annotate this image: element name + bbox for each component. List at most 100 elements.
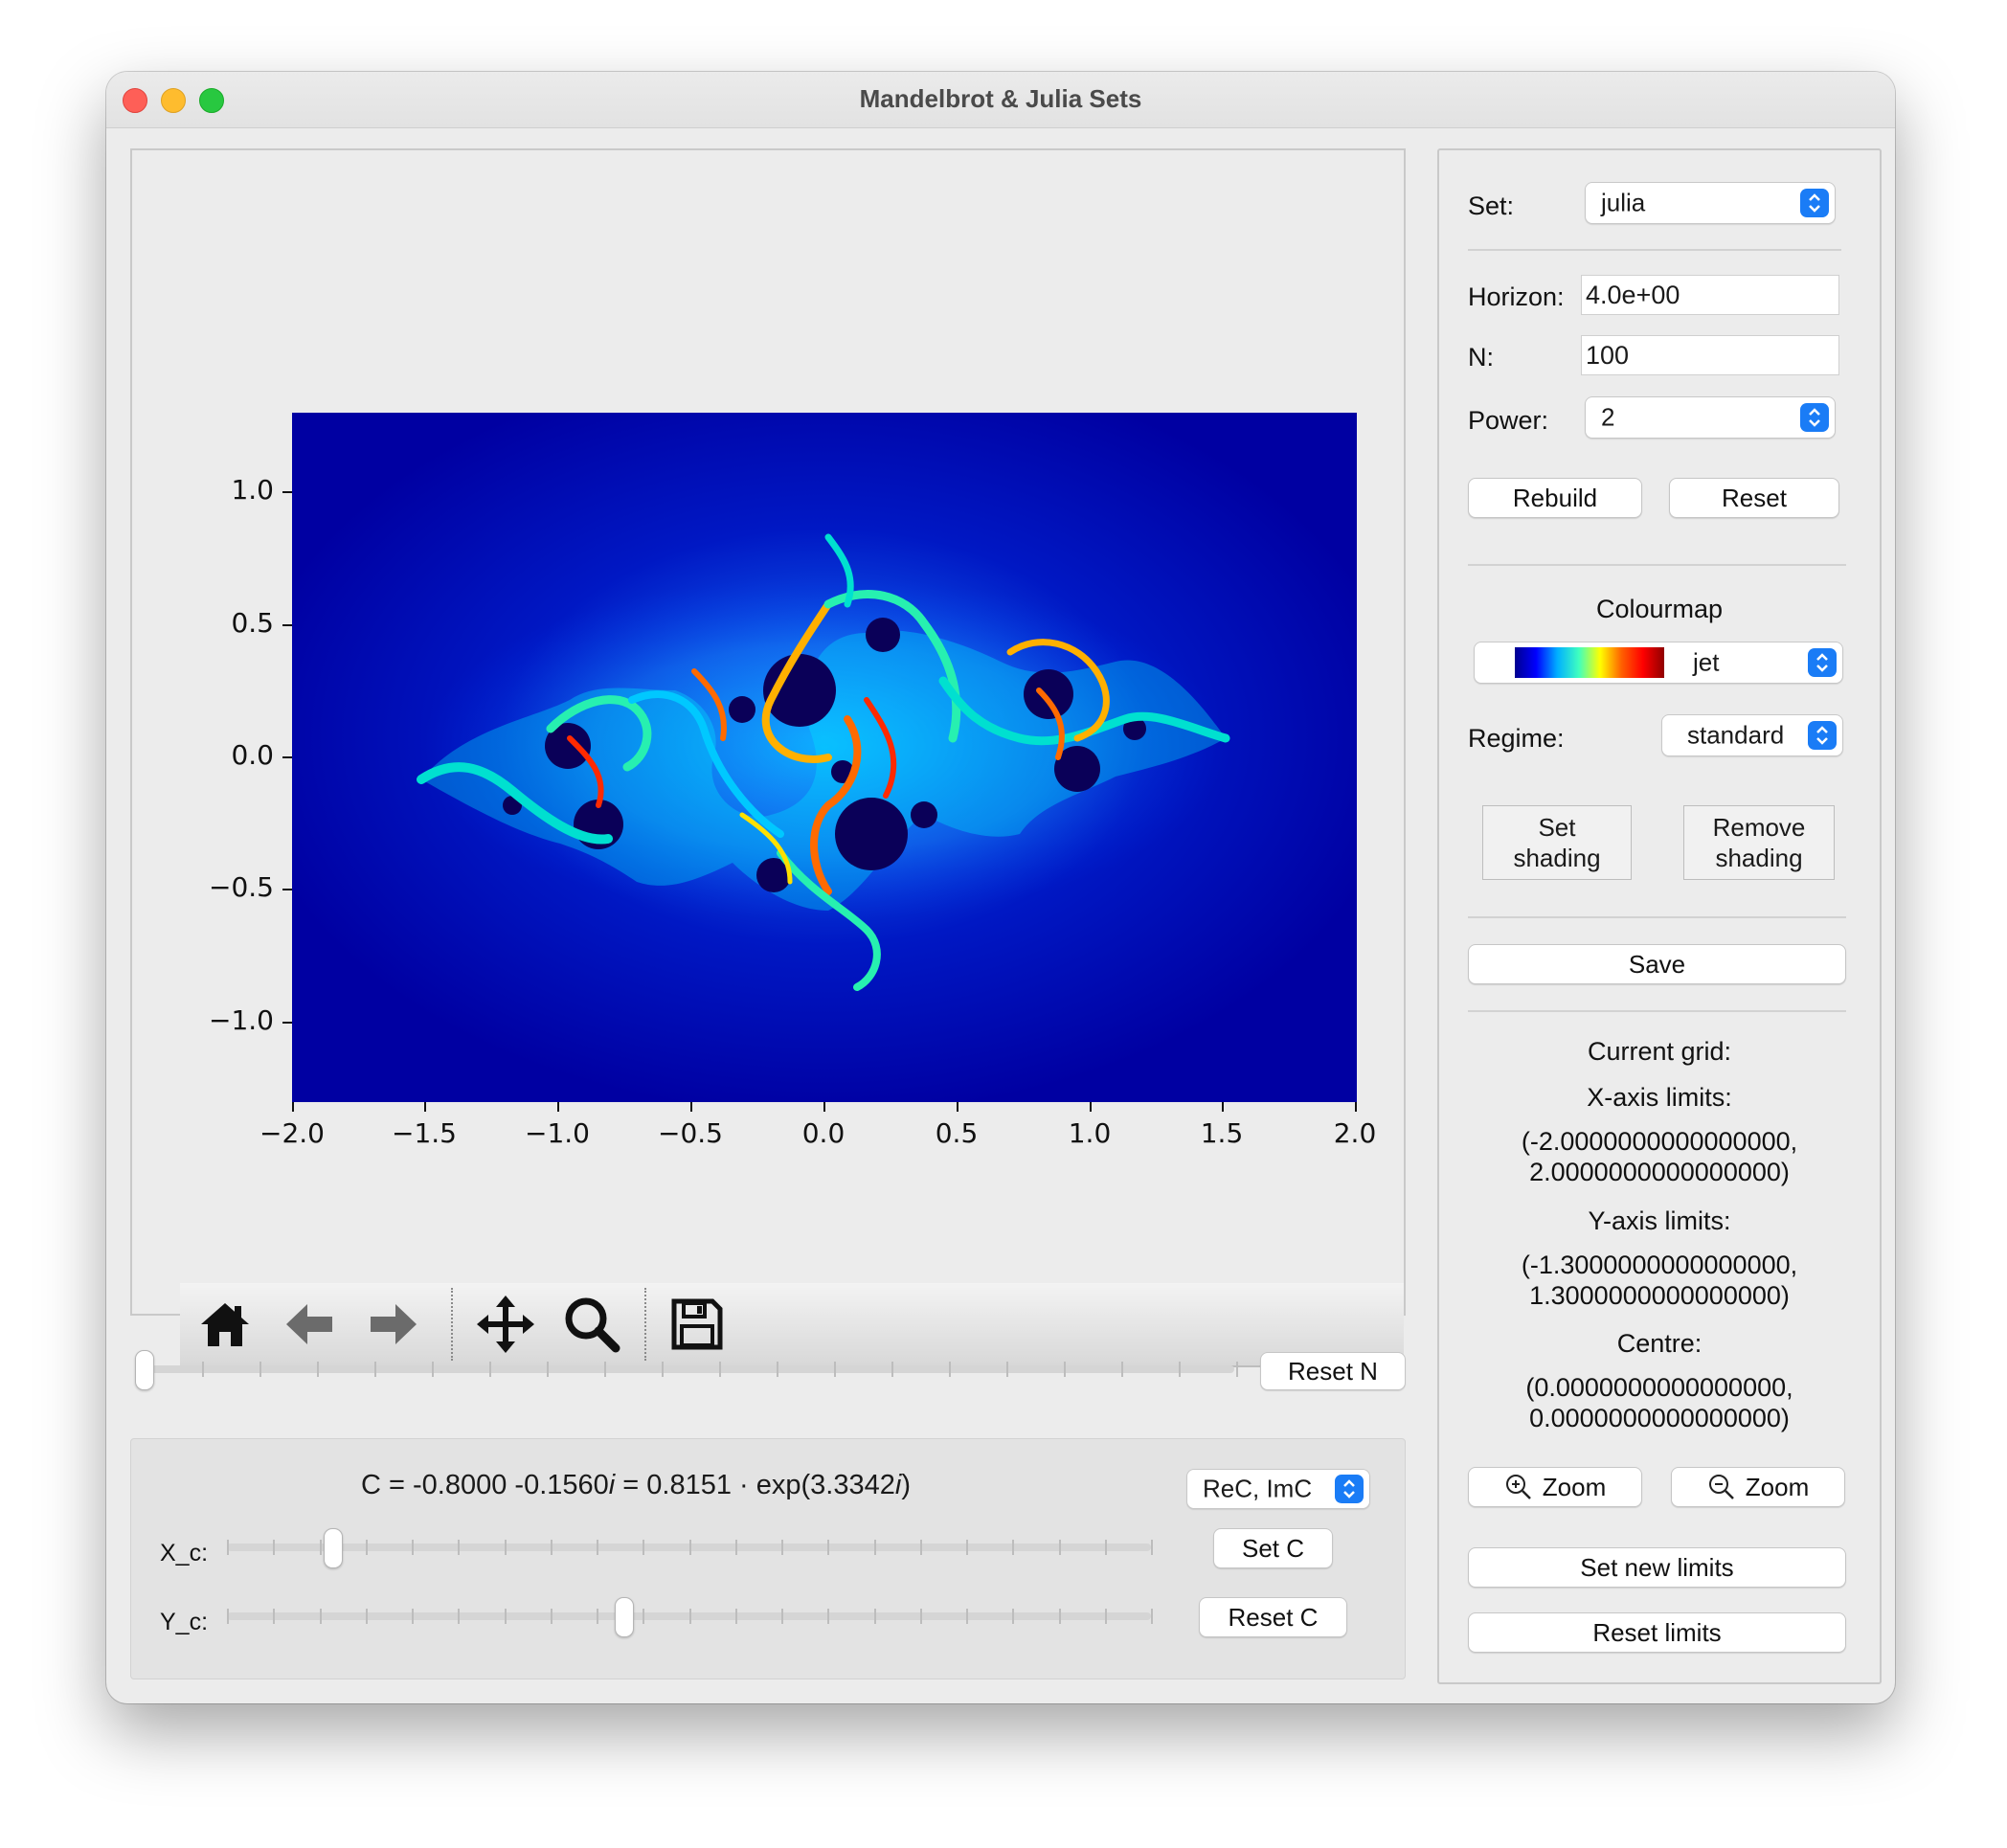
centre-value-line: (0.0000000000000000, [1525, 1373, 1793, 1402]
c-formula-part: = 0.8151 [615, 1470, 732, 1500]
remove-shading-label: shading [1715, 844, 1803, 872]
slider-tick [1121, 1362, 1123, 1377]
slider-tick [919, 1540, 922, 1555]
remove-shading-button[interactable]: Remove shading [1683, 805, 1835, 880]
c-formula-part: C = -0.8000 -0.1560 [361, 1470, 609, 1500]
zoom-in-button[interactable]: Zoom [1468, 1467, 1642, 1507]
regime-select[interactable]: standard [1661, 714, 1843, 756]
window-title: Mandelbrot & Julia Sets [859, 84, 1142, 113]
zoom-in-label: Zoom [1542, 1472, 1607, 1501]
divider [1468, 916, 1846, 918]
forward-button[interactable] [360, 1293, 427, 1356]
set-label: Set: [1468, 192, 1515, 220]
chevron-updown-icon [1808, 721, 1837, 750]
horizon-input[interactable]: 4.0e+00 [1581, 275, 1839, 315]
xc-slider-knob[interactable] [324, 1528, 344, 1568]
close-window-button[interactable] [123, 88, 147, 113]
x-tick-label: −1.0 [525, 1117, 590, 1149]
reset-button[interactable]: Reset [1669, 478, 1839, 518]
c-mode-select[interactable]: ReC, ImC [1186, 1469, 1370, 1509]
set-shading-button[interactable]: Set shading [1482, 805, 1632, 880]
home-icon [201, 1303, 249, 1346]
n-input[interactable]: 100 [1581, 335, 1839, 375]
slider-tick [1058, 1540, 1061, 1555]
yc-slider-knob[interactable] [615, 1597, 635, 1637]
slider-tick [834, 1362, 836, 1377]
centre-value-line: 0.0000000000000000) [1529, 1404, 1790, 1432]
c-parameter-panel: C = -0.8000 -0.1560i = 0.8151 · exp(3.33… [130, 1438, 1406, 1679]
maximize-window-button[interactable] [199, 88, 224, 113]
pan-button[interactable] [472, 1293, 539, 1356]
reset-limits-button[interactable]: Reset limits [1468, 1612, 1846, 1653]
slider-tick [919, 1609, 922, 1624]
n-slider[interactable] [135, 1345, 1255, 1393]
slider-tick [319, 1540, 322, 1555]
slider-tick [202, 1362, 204, 1377]
slider-tick [597, 1540, 598, 1555]
minimize-window-button[interactable] [161, 88, 186, 113]
slider-tick [412, 1540, 414, 1555]
y-tick-mark [282, 624, 292, 626]
reset-n-button[interactable]: Reset N [1260, 1352, 1406, 1390]
divider [1468, 564, 1846, 566]
app-window: Mandelbrot & Julia Sets [106, 72, 1895, 1703]
xc-slider[interactable] [227, 1523, 1165, 1571]
slider-tick [827, 1540, 830, 1555]
slider-tick [412, 1609, 414, 1624]
set-new-limits-button[interactable]: Set new limits [1468, 1547, 1846, 1588]
x-tick-mark [1090, 1102, 1092, 1112]
colourmap-value: jet [1693, 647, 1720, 677]
set-c-button[interactable]: Set C [1213, 1528, 1333, 1568]
zoom-out-button[interactable]: Zoom [1671, 1467, 1845, 1507]
fractal-plot[interactable] [292, 413, 1357, 1102]
zoom-out-icon [1708, 1475, 1734, 1499]
c-formula: C = -0.8000 -0.1560i = 0.8151 · exp(3.33… [361, 1470, 911, 1501]
yc-slider[interactable] [227, 1592, 1165, 1640]
x-tick-label: 1.0 [1068, 1117, 1112, 1149]
x-tick-label: 2.0 [1333, 1117, 1377, 1149]
slider-tick [458, 1540, 461, 1555]
slider-tick [662, 1362, 664, 1377]
save-figure-button[interactable] [664, 1293, 731, 1356]
back-button[interactable] [276, 1293, 343, 1356]
slider-tick [365, 1540, 368, 1555]
power-select[interactable]: 2 [1585, 396, 1836, 439]
slider-tick [949, 1362, 951, 1377]
slider-tick [1151, 1540, 1153, 1555]
zoom-button[interactable] [558, 1293, 625, 1356]
slider-tick [827, 1609, 830, 1624]
set-select[interactable]: julia [1585, 182, 1836, 224]
x-axis [292, 1102, 1357, 1112]
slider-tick [734, 1609, 737, 1624]
plot-frame: 1.0 0.5 0.0 −0.5 −1.0 −2.0 −1.5 −1.0 −0.… [130, 148, 1406, 1367]
zoom-in-icon [1505, 1475, 1531, 1499]
forward-arrow-icon [371, 1304, 417, 1344]
y-tick-label: −1.0 [209, 1004, 274, 1036]
title-bar: Mandelbrot & Julia Sets [106, 72, 1895, 128]
save-button[interactable]: Save [1468, 944, 1846, 984]
y-tick-mark [282, 889, 292, 890]
pan-icon [477, 1296, 534, 1353]
slider-tick [873, 1609, 876, 1624]
slider-tick [1179, 1362, 1181, 1377]
chevron-updown-icon [1800, 189, 1829, 217]
x-tick-mark [424, 1102, 426, 1112]
power-select-value: 2 [1601, 402, 1615, 432]
settings-panel: Set: julia Horizon: 4.0e+00 N: 100 Power… [1437, 148, 1882, 1684]
rebuild-button[interactable]: Rebuild [1468, 478, 1642, 518]
slider-tick [227, 1609, 229, 1624]
y-tick-mark [282, 491, 292, 493]
slider-tick [1064, 1362, 1066, 1377]
chevron-updown-icon [1808, 648, 1837, 677]
slider-tick [643, 1540, 645, 1555]
y-tick-label: 0.5 [231, 607, 274, 639]
colourmap-select[interactable]: jet [1474, 642, 1843, 684]
slider-tick [1058, 1609, 1061, 1624]
xlim-value-line: 2.0000000000000000) [1529, 1158, 1790, 1186]
n-slider-knob[interactable] [135, 1350, 154, 1390]
c-formula-part: · [739, 1470, 749, 1500]
regime-value: standard [1687, 720, 1785, 750]
reset-c-button[interactable]: Reset C [1199, 1597, 1347, 1637]
divider [1468, 249, 1841, 251]
home-button[interactable] [192, 1293, 259, 1356]
